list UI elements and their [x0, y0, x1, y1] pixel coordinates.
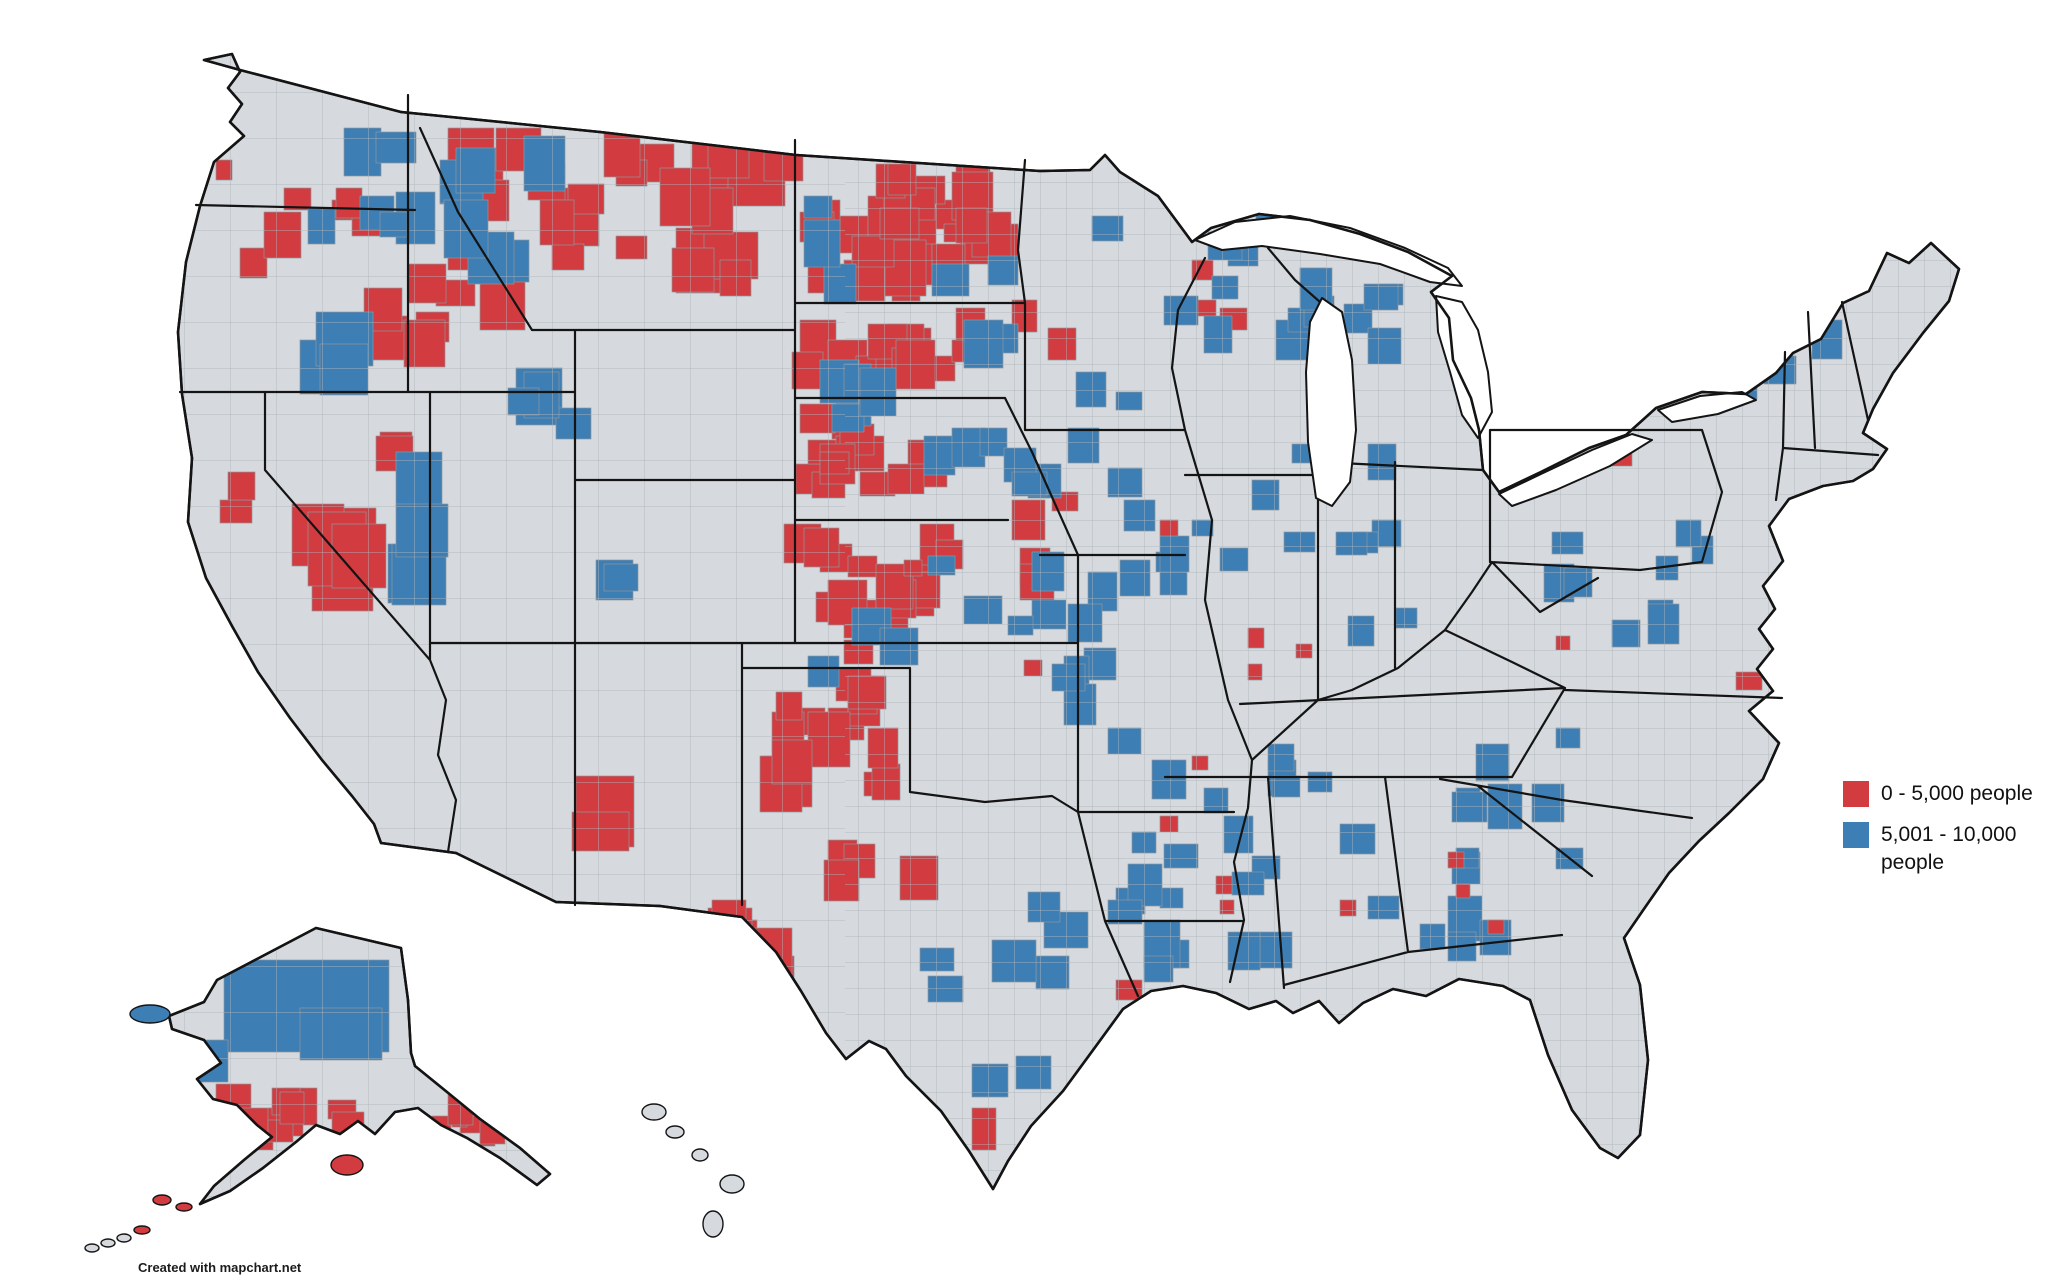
- great-lakes: [1194, 215, 1757, 507]
- legend-swatch-blue: [1843, 822, 1869, 849]
- island-base[interactable]: [665, 1125, 685, 1139]
- county-cell-blue[interactable]: [1739, 283, 1769, 316]
- county-cell-red[interactable]: [507, 1115, 525, 1138]
- legend-label-blue: 5,001 - 10,000 people: [1881, 823, 2017, 874]
- island-red[interactable]: [133, 1225, 151, 1235]
- lake-erie: [1498, 433, 1653, 507]
- islands: [84, 1004, 745, 1253]
- county-cell-blue[interactable]: [1179, 143, 1225, 163]
- map-legend: 0 - 5,000 people 5,001 - 10,000 people: [1843, 780, 2048, 876]
- island-blue[interactable]: [129, 1004, 171, 1024]
- island-base[interactable]: [719, 1174, 745, 1194]
- island-base[interactable]: [641, 1103, 667, 1121]
- legend-swatch-red: [1843, 781, 1869, 807]
- county-cell-blue[interactable]: [1719, 307, 1754, 335]
- island-base[interactable]: [84, 1243, 100, 1253]
- lake-michigan: [1305, 297, 1357, 507]
- state-borders: [178, 93, 1880, 998]
- lake-superior: [1194, 215, 1463, 287]
- lake-ontario: [1657, 391, 1757, 423]
- island-red[interactable]: [175, 1202, 193, 1212]
- island-base[interactable]: [100, 1238, 116, 1248]
- island-base[interactable]: [691, 1148, 709, 1162]
- attribution: Created with mapchart.net: [138, 1260, 302, 1275]
- legend-item-blue: 5,001 - 10,000 people: [1843, 821, 2048, 876]
- legend-label-red: 0 - 5,000 people: [1881, 782, 2033, 805]
- island-red[interactable]: [330, 1154, 364, 1176]
- island-red[interactable]: [152, 1194, 172, 1206]
- county-cell-red[interactable]: [699, 919, 758, 979]
- legend-item-red: 0 - 5,000 people: [1843, 780, 2048, 807]
- island-base[interactable]: [116, 1233, 132, 1243]
- island-base[interactable]: [702, 1210, 724, 1238]
